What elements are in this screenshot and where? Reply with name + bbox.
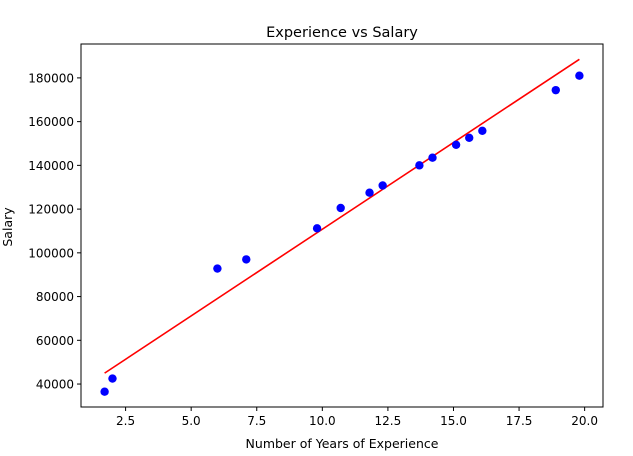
y-tick-label: 40000 [36,378,74,392]
data-point [365,188,374,197]
x-tick-label: 17.5 [506,414,533,428]
data-point [428,153,437,162]
data-point [336,203,345,213]
x-tick-label: 5.0 [182,414,201,428]
plot-area [80,43,604,408]
x-axis-label: Number of Years of Experience [246,436,439,451]
x-tick-label: 15.0 [440,414,467,428]
y-tick-label: 160000 [28,115,74,129]
data-point [451,140,461,150]
regression-line-group [104,58,580,374]
plot-frame [80,43,604,408]
data-point [478,126,487,136]
data-point [213,264,222,273]
data-point [551,85,560,95]
x-tick-label: 20.0 [571,414,598,428]
chart-title: Experience vs Salary [266,25,418,41]
x-tick-label: 2.5 [116,414,135,428]
x-tick-label: 7.5 [247,414,266,428]
y-axis: 40000 60000 80000 100000 120000 140000 160000 1… [28,71,81,392]
y-tick-label: 100000 [28,246,74,260]
data-points-group [100,71,584,396]
y-tick-label: 140000 [28,159,74,173]
data-point [100,387,109,396]
data-point [312,224,322,233]
x-tick-label: 12.5 [375,414,402,428]
y-tick-label: 60000 [36,334,74,348]
y-tick-label: 180000 [28,71,74,85]
data-point [108,374,117,383]
x-axis: 2.5 5.0 7.5 10.0 12.5 15.0 17.5 20.0 [116,407,598,428]
regression-line [104,58,580,374]
y-tick-label: 80000 [36,290,74,304]
data-point [465,133,474,143]
data-point [242,255,251,264]
plot-background [81,44,603,407]
data-point [378,181,387,190]
y-axis-label: Salary [0,207,15,247]
y-tick-label: 120000 [28,203,74,217]
x-tick-label: 10.0 [309,414,336,428]
data-point [575,71,584,80]
data-point [415,161,424,170]
